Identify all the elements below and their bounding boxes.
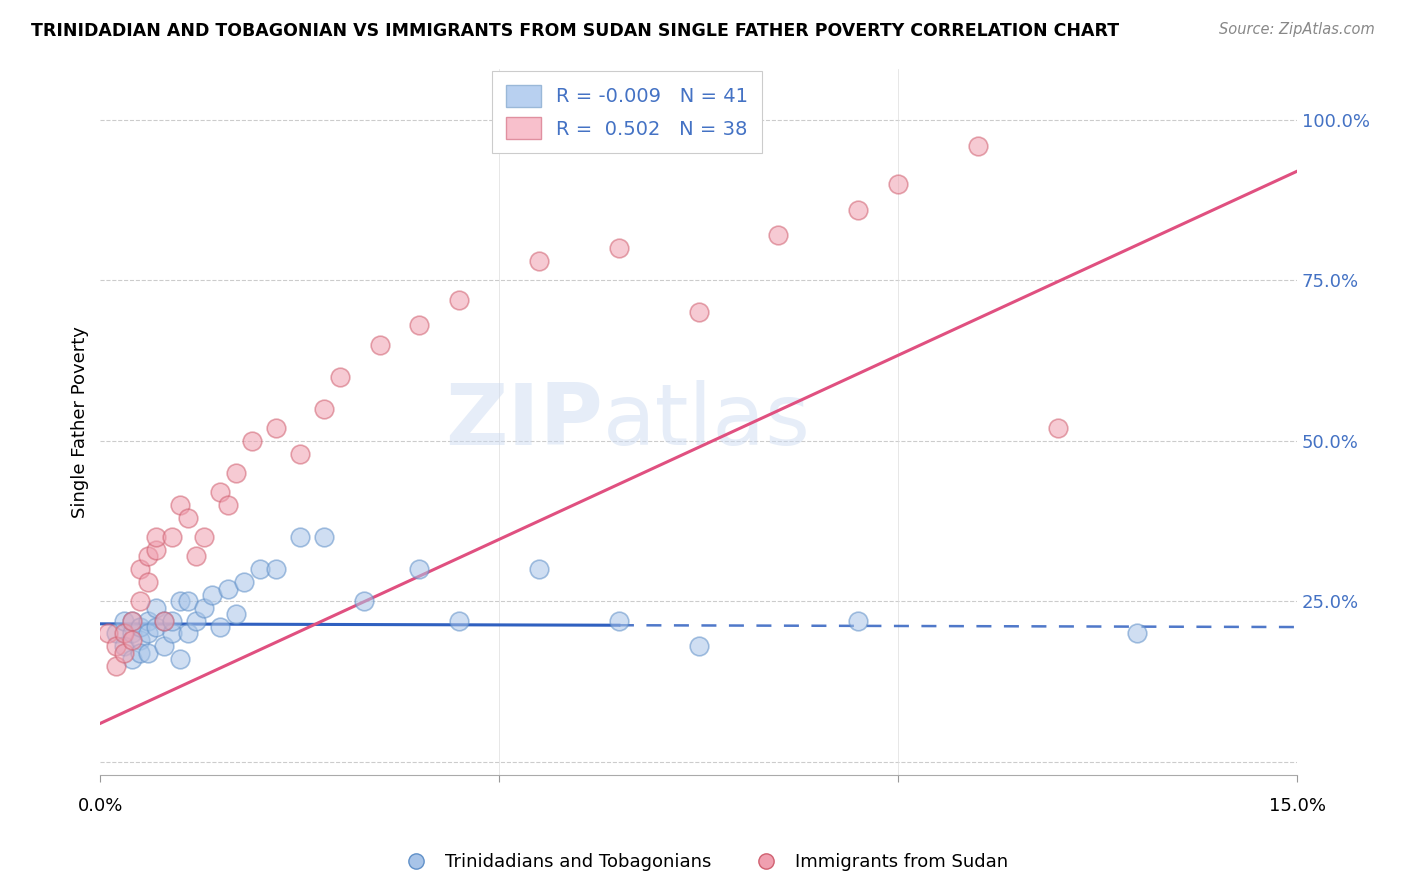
Point (688, 305, 710, 319)
Point (1126, 626, 1149, 640)
Point (967, 138, 990, 153)
Point (105, 658, 128, 673)
Point (288, 447, 311, 461)
Point (846, 614, 869, 628)
Point (312, 401, 335, 416)
Point (208, 485, 231, 500)
Point (153, 614, 176, 628)
Point (184, 614, 207, 628)
Text: ZIP: ZIP (446, 380, 603, 463)
Point (129, 562, 152, 576)
Point (169, 594, 191, 608)
Point (121, 614, 143, 628)
Point (408, 318, 430, 333)
Point (153, 640, 176, 654)
Point (217, 582, 239, 596)
Point (129, 632, 152, 647)
Point (136, 626, 159, 640)
Point (112, 646, 135, 660)
Point (136, 646, 159, 660)
Point (136, 614, 159, 628)
Point (129, 646, 152, 660)
Point (169, 652, 191, 666)
Text: atlas: atlas (603, 380, 811, 463)
Point (145, 620, 167, 634)
Point (607, 241, 630, 255)
Legend: Trinidadians and Tobagonians, Immigrants from Sudan: Trinidadians and Tobagonians, Immigrants… (391, 847, 1015, 879)
Point (329, 369, 352, 384)
Point (193, 530, 215, 544)
Point (177, 511, 200, 525)
Text: Source: ZipAtlas.com: Source: ZipAtlas.com (1219, 22, 1375, 37)
Text: 15.0%: 15.0% (1268, 797, 1326, 815)
Point (225, 607, 247, 622)
Point (264, 562, 287, 576)
Point (105, 626, 128, 640)
Point (129, 594, 152, 608)
Point (240, 434, 263, 448)
Point (368, 337, 391, 351)
Point (233, 575, 256, 590)
Point (169, 498, 191, 512)
Point (177, 626, 200, 640)
Point (129, 620, 152, 634)
Legend: R = -0.009   N = 41, R =  0.502   N = 38: R = -0.009 N = 41, R = 0.502 N = 38 (492, 71, 762, 153)
Point (249, 562, 271, 576)
Point (288, 530, 311, 544)
Point (1046, 421, 1069, 435)
Point (160, 530, 183, 544)
Point (112, 626, 135, 640)
Point (184, 549, 207, 564)
Point (145, 530, 167, 544)
Point (136, 549, 159, 564)
Point (312, 530, 335, 544)
Point (121, 632, 143, 647)
Point (105, 640, 128, 654)
Point (527, 562, 550, 576)
Point (112, 640, 135, 654)
Point (193, 600, 215, 615)
Point (121, 626, 143, 640)
Point (153, 614, 176, 628)
Point (408, 562, 430, 576)
Point (264, 421, 287, 435)
Point (768, 228, 790, 243)
Point (201, 588, 224, 602)
Point (353, 594, 375, 608)
Point (208, 620, 231, 634)
Point (136, 575, 159, 590)
Point (160, 614, 183, 628)
Y-axis label: Single Father Poverty: Single Father Poverty (72, 326, 89, 517)
Point (449, 614, 471, 628)
Point (846, 202, 869, 217)
Point (887, 177, 910, 191)
Point (145, 543, 167, 558)
Point (527, 254, 550, 268)
Point (121, 652, 143, 666)
Point (607, 614, 630, 628)
Point (177, 594, 200, 608)
Text: TRINIDADIAN AND TOBAGONIAN VS IMMIGRANTS FROM SUDAN SINGLE FATHER POVERTY CORREL: TRINIDADIAN AND TOBAGONIAN VS IMMIGRANTS… (31, 22, 1119, 40)
Point (449, 293, 471, 307)
Point (145, 600, 167, 615)
Point (97, 626, 120, 640)
Point (121, 614, 143, 628)
Point (225, 466, 247, 480)
Point (217, 498, 239, 512)
Text: 0.0%: 0.0% (77, 797, 124, 815)
Point (688, 640, 710, 654)
Point (112, 614, 135, 628)
Point (160, 626, 183, 640)
